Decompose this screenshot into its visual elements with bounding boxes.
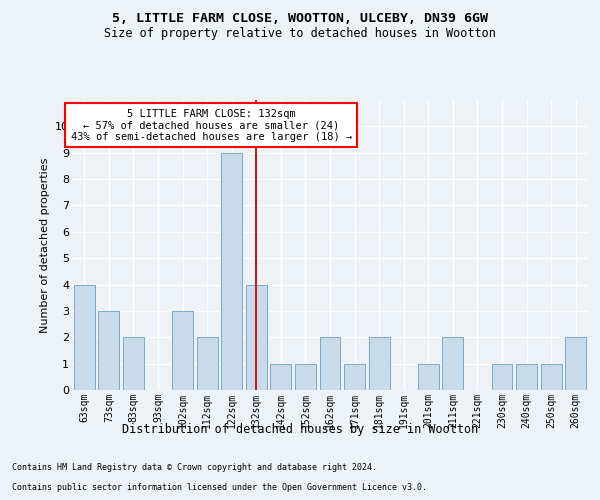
Bar — [246, 284, 267, 390]
Bar — [172, 311, 193, 390]
Text: 5, LITTLE FARM CLOSE, WOOTTON, ULCEBY, DN39 6GW: 5, LITTLE FARM CLOSE, WOOTTON, ULCEBY, D… — [112, 12, 488, 26]
Bar — [74, 284, 95, 390]
Bar — [320, 338, 340, 390]
Text: Distribution of detached houses by size in Wootton: Distribution of detached houses by size … — [122, 422, 478, 436]
Bar — [541, 364, 562, 390]
Bar — [271, 364, 292, 390]
Bar — [565, 338, 586, 390]
Bar — [368, 338, 389, 390]
Y-axis label: Number of detached properties: Number of detached properties — [40, 158, 50, 332]
Bar — [516, 364, 537, 390]
Bar — [98, 311, 119, 390]
Text: Size of property relative to detached houses in Wootton: Size of property relative to detached ho… — [104, 28, 496, 40]
Bar — [197, 338, 218, 390]
Text: 5 LITTLE FARM CLOSE: 132sqm
← 57% of detached houses are smaller (24)
43% of sem: 5 LITTLE FARM CLOSE: 132sqm ← 57% of det… — [71, 108, 352, 142]
Bar — [418, 364, 439, 390]
Bar — [123, 338, 144, 390]
Bar — [442, 338, 463, 390]
Bar — [221, 152, 242, 390]
Bar — [344, 364, 365, 390]
Text: Contains HM Land Registry data © Crown copyright and database right 2024.: Contains HM Land Registry data © Crown c… — [12, 464, 377, 472]
Bar — [491, 364, 512, 390]
Bar — [295, 364, 316, 390]
Text: Contains public sector information licensed under the Open Government Licence v3: Contains public sector information licen… — [12, 484, 427, 492]
